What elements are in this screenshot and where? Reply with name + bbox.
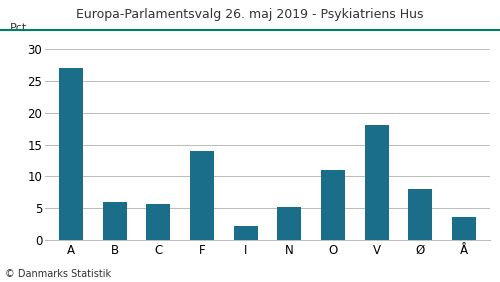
Bar <box>278 207 301 240</box>
Bar <box>234 226 258 240</box>
Bar <box>103 202 127 240</box>
Bar <box>190 151 214 240</box>
Bar <box>452 217 476 240</box>
Bar <box>146 204 171 240</box>
Text: Europa-Parlamentsvalg 26. maj 2019 - Psykiatriens Hus: Europa-Parlamentsvalg 26. maj 2019 - Psy… <box>76 8 424 21</box>
Bar <box>364 125 388 240</box>
Bar <box>59 68 83 240</box>
Text: © Danmarks Statistik: © Danmarks Statistik <box>5 269 111 279</box>
Text: Pct.: Pct. <box>10 23 30 33</box>
Bar <box>408 189 432 240</box>
Bar <box>321 170 345 240</box>
